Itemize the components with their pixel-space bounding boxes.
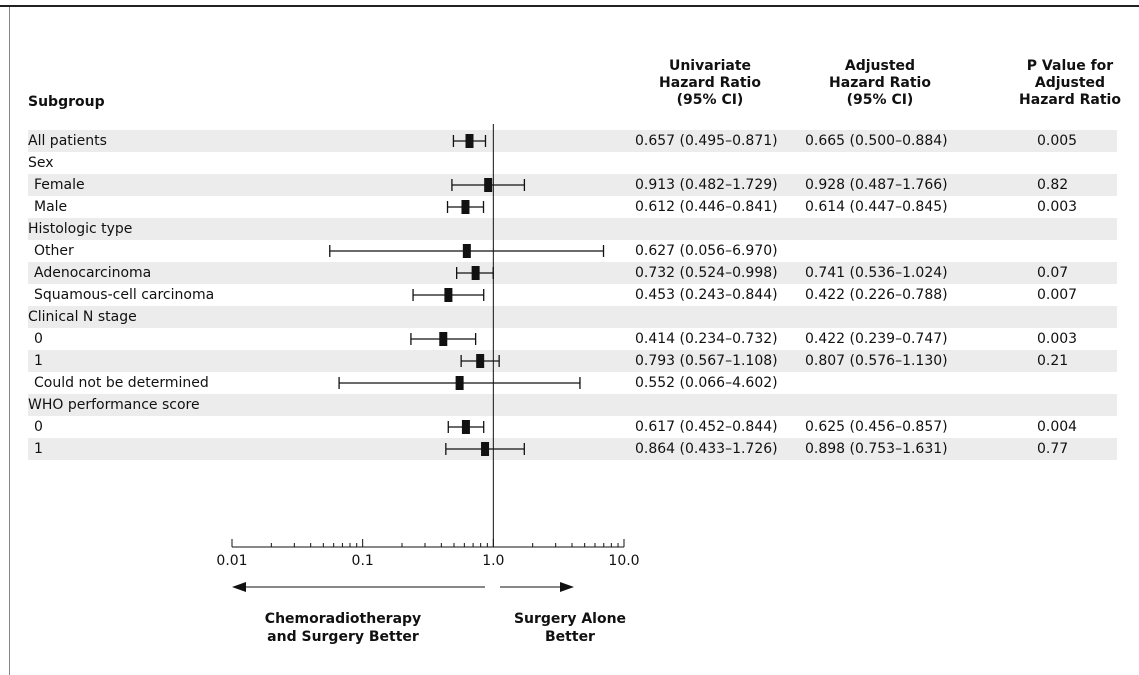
header-pvalue-line3: Hazard Ratio — [1019, 92, 1121, 108]
header-subgroup-label: Subgroup — [28, 94, 105, 110]
cell-univariate: 0.414 (0.234–0.732) — [635, 331, 778, 347]
row-label: Other — [34, 243, 74, 259]
row-label: Female — [34, 177, 85, 193]
header-pvalue-line2: Adjusted — [1034, 75, 1106, 91]
row-label: Could not be determined — [34, 375, 209, 391]
table-row: 1 0.793 (0.567–1.108) 0.807 (0.576–1.130) 0… — [28, 350, 1117, 372]
cell-univariate: 0.864 (0.433–1.726) — [635, 441, 778, 457]
header-subgroup: Subgroup — [28, 94, 105, 111]
row-label: 0 — [34, 331, 43, 347]
right-caption: Surgery Alone Better — [500, 610, 640, 646]
left-caption-line2: and Surgery Better — [267, 629, 419, 645]
cell-univariate: 0.657 (0.495–0.871) — [635, 133, 778, 149]
left-arrow-icon — [232, 582, 246, 592]
cell-univariate: 0.453 (0.243–0.844) — [635, 287, 778, 303]
header-univariate-line1: Univariate — [668, 58, 752, 74]
row-label: Male — [34, 199, 68, 215]
cell-univariate: 0.627 (0.056–6.970) — [635, 243, 778, 259]
top-border — [0, 0, 1139, 7]
point-estimate — [465, 134, 474, 148]
left-caption: Chemoradiotherapy and Surgery Better — [238, 610, 448, 646]
cell-adjusted: 0.625 (0.456–0.857) — [805, 419, 948, 435]
cell-p: 0.007 — [1037, 287, 1078, 303]
point-estimate — [471, 266, 480, 280]
right-caption-line1: Surgery Alone — [513, 611, 627, 627]
right-arrow-icon — [560, 582, 574, 592]
table-row: 0 0.414 (0.234–0.732) 0.422 (0.239–0.747) 0… — [28, 328, 1117, 350]
cell-p: 0.004 — [1037, 419, 1078, 435]
cell-adjusted: 0.422 (0.239–0.747) — [805, 331, 948, 347]
cell-univariate: 0.793 (0.567–1.108) — [635, 353, 778, 369]
table-row: Adenocarcinoma 0.732 (0.524–0.998) 0.741 (… — [28, 262, 1117, 284]
table-row: All patients 0.657 (0.495–0.871) 0.665 (0.… — [28, 130, 1117, 152]
cell-p: 0.005 — [1037, 133, 1078, 149]
cell-adjusted: 0.741 (0.536–1.024) — [805, 265, 948, 281]
row-label: 1 — [34, 353, 43, 369]
table-row: Squamous-cell carcinoma 0.453 (0.243–0.84… — [28, 284, 1117, 306]
table-row: Male 0.612 (0.446–0.841) 0.614 (0.447–0.84… — [28, 196, 1117, 218]
cell-adjusted: 0.898 (0.753–1.631) — [805, 441, 948, 457]
point-estimate — [461, 420, 470, 434]
point-estimate — [481, 442, 490, 456]
table-row: Sex — [28, 152, 1117, 174]
cell-p: 0.77 — [1037, 441, 1069, 457]
row-label: 0 — [34, 419, 43, 435]
row-label: Sex — [28, 155, 54, 171]
header-adjusted-line1: Adjusted — [844, 58, 916, 74]
header-univariate-line3: (95% CI) — [676, 92, 744, 108]
cell-univariate: 0.617 (0.452–0.844) — [635, 419, 778, 435]
point-estimate — [461, 200, 470, 214]
tick-label: 1.0 — [482, 553, 504, 569]
table-row: Histologic type — [28, 218, 1117, 240]
left-caption-line1: Chemoradiotherapy — [264, 611, 422, 627]
cell-p: 0.82 — [1037, 177, 1069, 193]
point-estimate — [462, 244, 471, 258]
table-row: Could not be determined 0.552 (0.066–4.60… — [28, 372, 1117, 394]
cell-univariate: 0.913 (0.482–1.729) — [635, 177, 778, 193]
right-caption-line2: Better — [545, 629, 595, 645]
header-univariate: Univariate Hazard Ratio (95% CI) — [635, 58, 785, 109]
cell-adjusted: 0.807 (0.576–1.130) — [805, 353, 948, 369]
header-univariate-line2: Hazard Ratio — [659, 75, 761, 91]
row-label: Clinical N stage — [28, 309, 137, 325]
table-row: Clinical N stage — [28, 306, 1117, 328]
row-label: 1 — [34, 441, 43, 457]
cell-p: 0.21 — [1037, 353, 1069, 369]
point-estimate — [484, 178, 493, 192]
row-label: All patients — [28, 133, 107, 149]
table-row: Other 0.627 (0.056–6.970) — [28, 240, 1117, 262]
cell-p: 0.003 — [1037, 331, 1078, 347]
header-pvalue: P Value for Adjusted Hazard Ratio — [1005, 58, 1135, 109]
cell-adjusted: 0.614 (0.447–0.845) — [805, 199, 948, 215]
header-adjusted-line3: (95% CI) — [846, 92, 914, 108]
left-border — [9, 7, 10, 675]
cell-univariate: 0.732 (0.524–0.998) — [635, 265, 778, 281]
cell-univariate: 0.612 (0.446–0.841) — [635, 199, 778, 215]
row-label: Histologic type — [28, 221, 133, 237]
tick-label: 0.1 — [352, 553, 374, 569]
header-adjusted: Adjusted Hazard Ratio (95% CI) — [805, 58, 955, 109]
table-row: Female 0.913 (0.482–1.729) 0.928 (0.487–1.… — [28, 174, 1117, 196]
point-estimate — [439, 332, 448, 346]
row-label: Adenocarcinoma — [34, 265, 152, 281]
table-row: 0 0.617 (0.452–0.844) 0.625 (0.456–0.857) 0… — [28, 416, 1117, 438]
cell-adjusted: 0.928 (0.487–1.766) — [805, 177, 948, 193]
header-adjusted-line2: Hazard Ratio — [829, 75, 931, 91]
cell-p: 0.07 — [1037, 265, 1069, 281]
header-pvalue-line1: P Value for — [1026, 58, 1114, 74]
cell-adjusted: 0.665 (0.500–0.884) — [805, 133, 948, 149]
point-estimate — [455, 376, 464, 390]
point-estimate — [444, 288, 453, 302]
table-row: WHO performance score — [28, 394, 1117, 416]
row-label: WHO performance score — [28, 397, 200, 413]
point-estimate — [476, 354, 485, 368]
row-label: Squamous-cell carcinoma — [34, 287, 215, 303]
cell-univariate: 0.552 (0.066–4.602) — [635, 375, 778, 391]
cell-p: 0.003 — [1037, 199, 1078, 215]
cell-adjusted: 0.422 (0.226–0.788) — [805, 287, 948, 303]
tick-label: 10.0 — [608, 553, 639, 569]
table-row: 1 0.864 (0.433–1.726) 0.898 (0.753–1.631) 0… — [28, 438, 1117, 460]
tick-label: 0.01 — [216, 553, 247, 569]
